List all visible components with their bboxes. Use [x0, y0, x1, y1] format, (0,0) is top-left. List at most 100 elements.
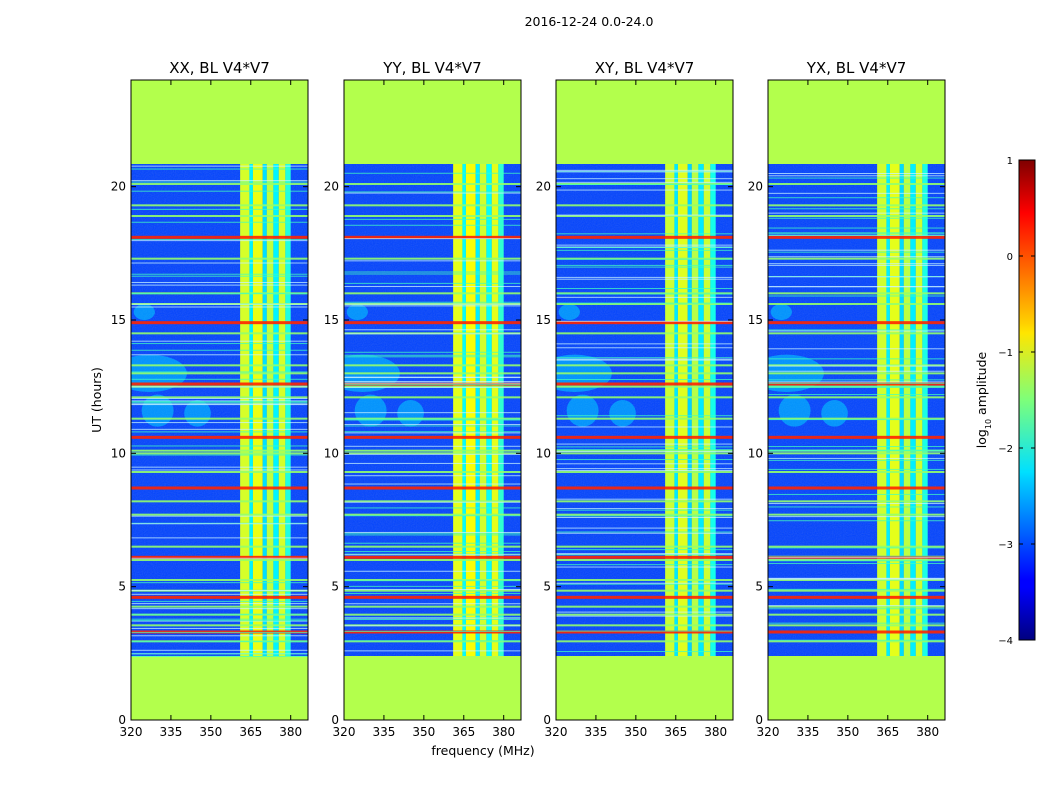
fine-stripe — [131, 522, 308, 524]
fine-stripe — [768, 208, 945, 210]
fine-stripe — [344, 329, 521, 331]
flag-line — [768, 183, 945, 185]
fine-stripe — [131, 281, 308, 283]
fine-stripe — [768, 419, 945, 421]
flag-line — [768, 372, 945, 375]
x-tick-label: 350 — [412, 725, 435, 739]
fine-stripe — [344, 351, 521, 353]
flag-line — [556, 500, 733, 503]
flag-line — [768, 605, 945, 608]
fine-stripe — [768, 249, 945, 251]
fine-stripe — [344, 425, 521, 427]
colorbar-tick-label: −4 — [998, 636, 1013, 647]
flag-line — [768, 204, 945, 207]
fine-stripe — [556, 287, 733, 289]
x-tick-label: 350 — [836, 725, 859, 739]
colorbar-tick-label: 0 — [1007, 252, 1013, 263]
fine-stripe — [556, 214, 733, 216]
fine-stripe — [556, 343, 733, 345]
flag-line — [556, 292, 733, 295]
fine-stripe — [556, 233, 733, 235]
fine-stripe — [131, 340, 308, 342]
fine-stripe — [344, 462, 521, 464]
fine-stripe — [556, 379, 733, 381]
x-tick-label: 380 — [704, 725, 727, 739]
band-column — [922, 164, 928, 656]
flag-line — [344, 545, 521, 548]
band-column — [266, 164, 274, 656]
flag-line — [344, 486, 521, 490]
flag-line — [768, 235, 945, 239]
flag-line — [556, 385, 733, 388]
panel-title: YX, BL V4*V7 — [806, 59, 907, 77]
flag-line — [556, 640, 733, 643]
fine-stripe — [131, 466, 308, 468]
band-column — [877, 164, 887, 656]
flag-line — [556, 605, 733, 608]
band-column — [698, 164, 704, 656]
band-column — [285, 164, 291, 656]
fine-stripe — [131, 600, 308, 602]
flag-line — [131, 579, 308, 581]
y-tick-label: 0 — [755, 713, 763, 727]
band-column — [899, 164, 904, 656]
fine-stripe — [556, 582, 733, 584]
fine-stripe — [344, 224, 521, 226]
fine-stripe — [344, 532, 521, 534]
fine-stripe — [768, 177, 945, 179]
y-tick-label: 15 — [748, 313, 763, 327]
fine-stripe — [344, 580, 521, 582]
y-tick-label: 20 — [536, 180, 551, 194]
fine-stripe — [131, 378, 308, 380]
fine-stripe — [556, 426, 733, 428]
fine-stripe — [344, 640, 521, 642]
flag-line — [556, 613, 733, 616]
y-tick-label: 0 — [331, 713, 339, 727]
fine-stripe — [556, 532, 733, 534]
fine-stripe — [556, 359, 733, 361]
fine-stripe — [556, 320, 733, 322]
flag-line — [556, 215, 733, 217]
fine-stripe — [344, 356, 521, 358]
band-column — [453, 164, 463, 656]
fine-stripe — [556, 615, 733, 617]
fine-stripe — [131, 557, 308, 559]
flag-line — [556, 579, 733, 581]
colorbar-label-log: log — [974, 429, 989, 448]
fine-stripe — [556, 189, 733, 191]
flag-line — [131, 372, 308, 375]
rfi-blob — [778, 394, 811, 427]
fine-stripe — [556, 278, 733, 280]
fine-stripe — [556, 169, 733, 171]
fine-stripe — [768, 286, 945, 288]
band-column — [498, 164, 504, 656]
flag-line — [344, 257, 521, 260]
flag-line — [556, 513, 733, 516]
flag-line — [131, 545, 308, 548]
flag-line — [344, 605, 521, 608]
fine-stripe — [768, 562, 945, 564]
fine-stripe — [344, 419, 521, 421]
fine-stripe — [768, 175, 945, 177]
fine-stripe — [556, 302, 733, 304]
y-tick-label: 15 — [111, 313, 126, 327]
flag-line — [556, 595, 733, 599]
fine-stripe — [556, 449, 733, 451]
flag-line — [131, 624, 308, 627]
fine-stripe — [768, 263, 945, 265]
flag-line — [131, 382, 308, 386]
fine-stripe — [131, 303, 308, 305]
fine-stripe — [768, 256, 945, 258]
fine-stripe — [556, 564, 733, 566]
flag-line — [344, 435, 521, 439]
flag-line — [344, 417, 521, 420]
fine-stripe — [344, 551, 521, 553]
fine-stripe — [344, 603, 521, 605]
flag-line — [556, 321, 733, 325]
fine-stripe — [344, 354, 521, 356]
fine-stripe — [131, 422, 308, 424]
fine-stripe — [131, 649, 308, 651]
band-column — [687, 164, 692, 656]
fine-stripe — [768, 520, 945, 522]
fine-stripe — [131, 635, 308, 637]
